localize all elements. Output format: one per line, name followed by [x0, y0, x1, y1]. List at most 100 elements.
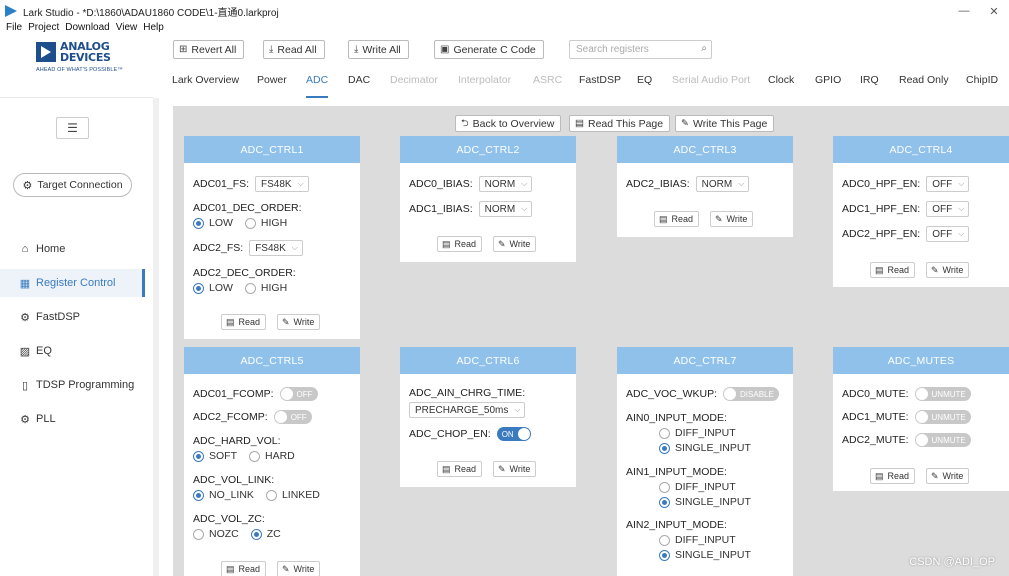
adc01-fs-select[interactable]: FS48K ⌵ — [255, 176, 309, 192]
app-icon — [5, 5, 17, 17]
write-button[interactable]: ✎ Write — [926, 468, 970, 484]
read-button[interactable]: ▤ Read — [437, 461, 483, 477]
radio-single-input[interactable]: SINGLE_INPUT — [659, 549, 751, 561]
sidebar-edge — [153, 98, 159, 576]
menu-download[interactable]: Download — [65, 22, 110, 33]
card-adc-ctrl7: ADC_CTRL7 ADC_VOC_WKUP: DISABLE AIN0_INP… — [617, 347, 793, 576]
radio-diff-input[interactable]: DIFF_INPUT — [659, 534, 736, 546]
tab-power[interactable]: Power — [257, 74, 287, 86]
revert-all-button[interactable]: ⊞ Revert All — [173, 40, 245, 59]
tab-dac[interactable]: DAC — [348, 74, 371, 86]
radio-low[interactable]: LOW — [193, 217, 233, 229]
sidebar-item-fastdsp[interactable]: ⚙ FastDSP — [0, 303, 145, 331]
window-title: Lark Studio - *D:\1860\ADAU1860 CODE\1-直… — [23, 7, 279, 19]
write-label: Write — [293, 564, 315, 574]
ain0-diff-option: DIFF_INPUT — [659, 427, 748, 439]
adc2-fs-select[interactable]: FS48K ⌵ — [249, 240, 303, 256]
sidebar-item-home[interactable]: ⌂ Home — [0, 235, 145, 263]
tab-irq[interactable]: IRQ — [860, 74, 879, 86]
tab-eq[interactable]: EQ — [637, 74, 653, 86]
adc-voc-wkup-toggle[interactable]: DISABLE — [723, 387, 779, 401]
read-button[interactable]: ▤ Read — [221, 314, 267, 330]
radio-high[interactable]: HIGH — [244, 217, 287, 229]
adc-ain-chrg-time-select[interactable]: PRECHARGE_50ms ⌵ — [409, 402, 526, 418]
read-icon: ▤ — [226, 563, 235, 574]
adc0-ibias-select[interactable]: NORM ⌵ — [478, 176, 533, 192]
back-to-overview-button[interactable]: ⮌ Back to Overview — [455, 115, 562, 132]
adc2-ibias-select[interactable]: NORM ⌵ — [695, 176, 750, 192]
target-connection-button[interactable]: ⚙ Target Connection — [13, 173, 132, 197]
write-button[interactable]: ✎ Write — [277, 314, 321, 330]
write-button[interactable]: ✎ Write — [926, 262, 970, 278]
radio-no-link[interactable]: NO_LINK — [193, 489, 254, 501]
write-button[interactable]: ✎ Write — [710, 211, 754, 227]
write-button[interactable]: ✎ Write — [493, 236, 537, 252]
sidebar-item-pll[interactable]: ⚙ PLL — [0, 405, 145, 433]
sidebar-item-tdsp-programming[interactable]: ▯ TDSP Programming — [0, 371, 145, 399]
ain2-diff-option: DIFF_INPUT — [659, 534, 748, 546]
tab-serial-audio-port[interactable]: Serial Audio Port — [672, 74, 751, 86]
adc2-fcomp-toggle[interactable]: OFF — [273, 410, 312, 424]
radio-soft[interactable]: SOFT — [193, 450, 237, 462]
radio-diff-input[interactable]: DIFF_INPUT — [659, 481, 736, 493]
menu-file[interactable]: File — [6, 22, 23, 33]
read-button[interactable]: ▤ Read — [870, 468, 916, 484]
radio-high[interactable]: HIGH — [244, 282, 287, 294]
tab-chipid[interactable]: ChipID — [966, 74, 999, 86]
radio-single-input[interactable]: SINGLE_INPUT — [659, 442, 751, 454]
radio-linked[interactable]: LINKED — [265, 489, 320, 501]
write-all-button[interactable]: ⤓ Write All — [348, 40, 409, 59]
tab-lark-overview[interactable]: Lark Overview — [172, 74, 240, 86]
tab-gpio[interactable]: GPIO — [815, 74, 842, 86]
adc0-mute-toggle[interactable]: UNMUTE — [914, 387, 971, 401]
tab-decimator[interactable]: Decimator — [390, 74, 438, 86]
adc01-fcomp-toggle[interactable]: OFF — [279, 387, 318, 401]
sidebar-item-label: FastDSP — [36, 311, 81, 323]
radio-zc[interactable]: ZC — [250, 528, 281, 540]
radio-single-input[interactable]: SINGLE_INPUT — [659, 496, 751, 508]
write-button[interactable]: ✎ Write — [493, 461, 537, 477]
sidebar-item-register-control[interactable]: ▦ Register Control — [0, 269, 145, 297]
read-button[interactable]: ▤ Read — [870, 262, 916, 278]
sidebar-item-eq[interactable]: ▨ EQ — [0, 337, 145, 365]
logo-mark-icon — [36, 42, 56, 62]
generate-c-code-button[interactable]: ▣ Generate C Code — [434, 40, 544, 59]
radio-hard[interactable]: HARD — [249, 450, 295, 462]
read-button[interactable]: ▤ Read — [654, 211, 700, 227]
adc1-ibias-select[interactable]: NORM ⌵ — [478, 201, 533, 217]
write-this-page-button[interactable]: ✎ Write This Page — [675, 115, 775, 132]
read-button[interactable]: ▤ Read — [221, 561, 267, 576]
tab-adc[interactable]: ADC — [306, 72, 329, 98]
radio-dot — [193, 528, 204, 540]
radio-nozc[interactable]: NOZC — [193, 528, 239, 540]
read-button[interactable]: ▤ Read — [437, 236, 483, 252]
adc1-hpf-select[interactable]: OFF ⌵ — [926, 201, 970, 217]
radio-low[interactable]: LOW — [193, 282, 233, 294]
read-this-page-button[interactable]: ▤ Read This Page — [569, 115, 671, 132]
menu-help[interactable]: Help — [143, 22, 164, 33]
adc1-mute-toggle[interactable]: UNMUTE — [914, 410, 971, 424]
read-all-button[interactable]: ⤓ Read All — [263, 40, 325, 59]
search-input[interactable] — [570, 41, 695, 58]
radio-diff-input[interactable]: DIFF_INPUT — [659, 427, 736, 439]
adc2-hpf-select[interactable]: OFF ⌵ — [926, 226, 970, 242]
search-icon[interactable]: ⌕ — [701, 43, 707, 54]
collapse-sidebar-button[interactable]: ☰ — [56, 117, 89, 139]
card-adc-ctrl6: ADC_CTRL6 ADC_AIN_CHRG_TIME: PRECHARGE_5… — [400, 347, 576, 487]
adc2-mute-toggle[interactable]: UNMUTE — [914, 433, 971, 447]
close-button[interactable]: ✕ — [989, 5, 999, 18]
minimize-button[interactable]: — — [958, 5, 970, 17]
tab-interpolator[interactable]: Interpolator — [458, 74, 512, 86]
menu-project[interactable]: Project — [28, 22, 60, 33]
adc2-mute-row: ADC2_MUTE: UNMUTE — [842, 433, 971, 447]
field-label: ADC2_FCOMP: — [193, 411, 268, 423]
tab-fastdsp[interactable]: FastDSP — [579, 74, 622, 86]
adc-chop-en-toggle[interactable]: ON — [496, 427, 531, 441]
tab-clock[interactable]: Clock — [768, 74, 795, 86]
radio-dot — [659, 442, 670, 454]
write-button[interactable]: ✎ Write — [277, 561, 321, 576]
adc0-hpf-select[interactable]: OFF ⌵ — [926, 176, 970, 192]
tab-read-only[interactable]: Read Only — [899, 74, 949, 86]
menu-view[interactable]: View — [115, 22, 138, 33]
tab-asrc[interactable]: ASRC — [533, 74, 563, 86]
